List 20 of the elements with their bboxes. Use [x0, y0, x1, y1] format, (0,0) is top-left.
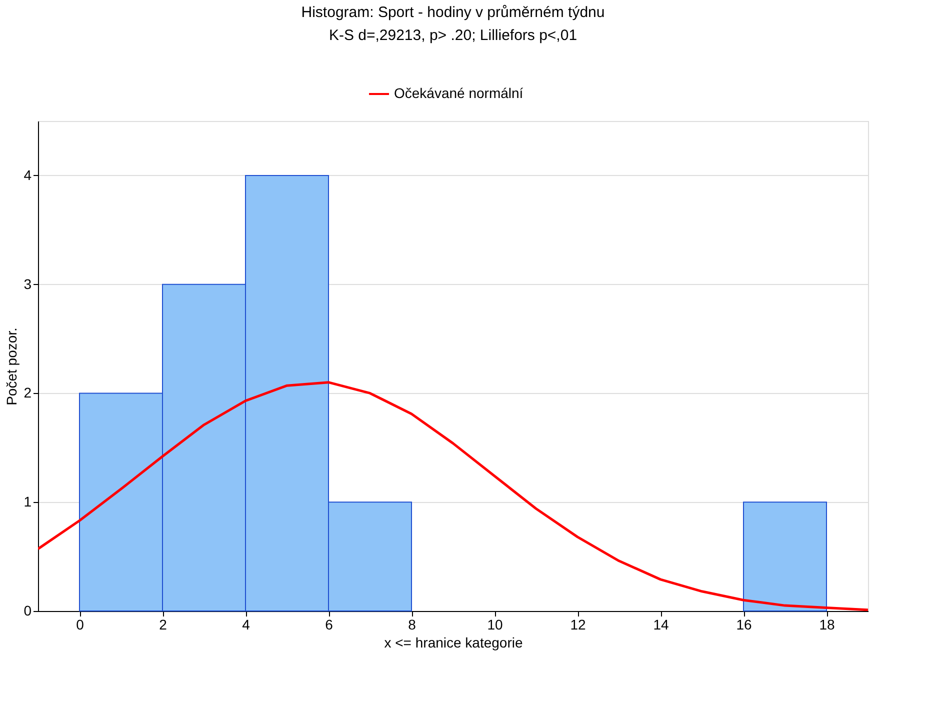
chart-title: Histogram: Sport - hodiny v průměrném týdnu: [301, 4, 605, 21]
y-tick-label: 0: [24, 602, 32, 618]
x-tick-label: 2: [159, 616, 168, 632]
x-tick-label: 16: [736, 616, 752, 632]
x-tick-label: 10: [487, 616, 503, 632]
x-tick-label: 0: [76, 616, 84, 632]
x-axis-title: x <= hranice kategorie: [384, 634, 523, 650]
y-axis-title: Počet pozor.: [4, 328, 20, 406]
chart-subtitle: K-S d=,29213, p> .20; Lilliefors p<,01: [328, 27, 578, 44]
x-tick-label: 14: [653, 616, 669, 632]
y-tick-label: 1: [24, 494, 32, 510]
x-tick-label: 12: [570, 616, 586, 632]
y-tick-label: 2: [24, 384, 32, 401]
x-tick-label: 6: [325, 616, 334, 632]
x-tick-label: 4: [242, 616, 250, 632]
y-tick-label: 4: [24, 166, 32, 183]
legend-label: Očekávané normální: [394, 85, 524, 101]
x-tick-label: 8: [408, 616, 416, 632]
x-tick-label: 18: [819, 616, 835, 632]
y-tick-label: 3: [24, 276, 32, 292]
